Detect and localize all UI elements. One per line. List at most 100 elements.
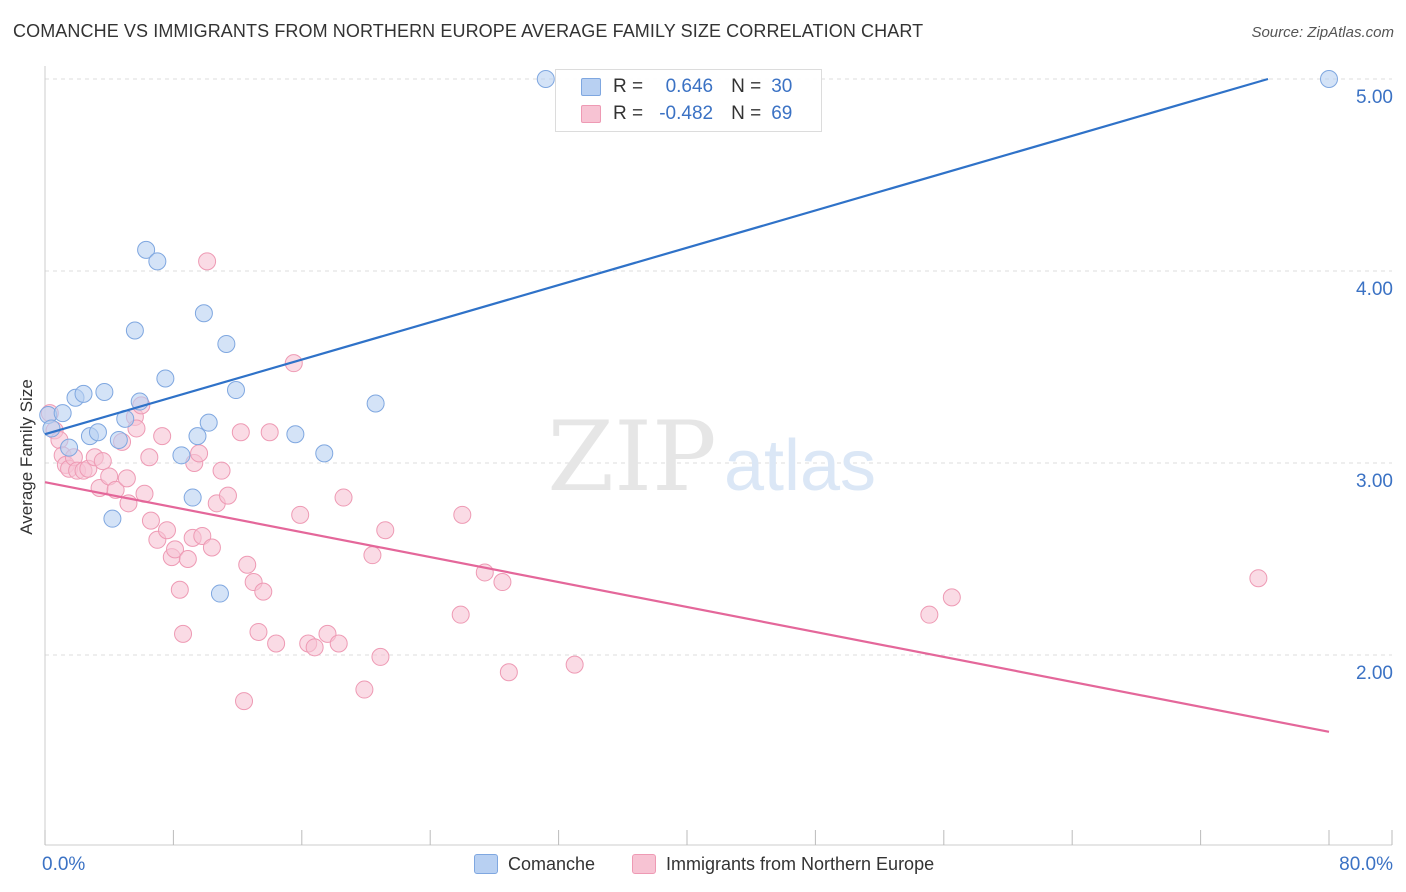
comanche-point (88, 423, 107, 442)
comanche-point (286, 425, 305, 444)
immigrants-point (93, 452, 112, 471)
y-tick-label: 4.00 (1356, 279, 1393, 300)
comanche-r-value: 0.646 (665, 76, 714, 97)
y-axis-label: Average Family Size (17, 379, 36, 535)
comanche-point (183, 488, 202, 507)
y-tick-label: 5.00 (1356, 87, 1393, 108)
immigrants-trend-line (44, 481, 1330, 733)
immigrants-point (565, 655, 584, 674)
immigrants-point (254, 582, 273, 601)
comanche-point (199, 413, 218, 432)
comanche-trend-line (44, 77, 1269, 436)
comanche-point (53, 404, 72, 423)
immigrants-point (249, 622, 268, 641)
x-tick-label: 80.0% (1339, 854, 1393, 875)
bottom-legend-comanche: Comanche (474, 852, 595, 876)
comanche-legend-swatch (474, 854, 498, 874)
immigrants-r-value: -0.482 (659, 103, 714, 124)
comanche-point (148, 252, 167, 271)
immigrants-legend-label: Immigrants from Northern Europe (666, 853, 935, 874)
immigrants-point (329, 634, 348, 653)
immigrants-point (363, 546, 382, 565)
comanche-point (1320, 70, 1338, 88)
comanche-n-value: 30 (771, 76, 793, 97)
comanche-point (137, 240, 156, 259)
immigrants-point (493, 573, 512, 592)
bottom-legend-immigrants: Immigrants from Northern Europe (632, 852, 934, 876)
comanche-point (156, 369, 175, 388)
y-tick-label: 2.00 (1356, 663, 1393, 684)
comanche-point (315, 444, 334, 463)
immigrants-point (218, 486, 237, 505)
comanche-point (536, 70, 555, 88)
immigrants-point (193, 526, 212, 545)
n-label: N = (731, 76, 762, 97)
grid-lines (45, 78, 1392, 656)
comanche-point (226, 381, 245, 400)
axes (44, 66, 1393, 846)
immigrants-point (117, 469, 136, 488)
immigrants-point (334, 488, 353, 507)
comanche-point (103, 509, 122, 528)
immigrants-point (170, 580, 189, 599)
immigrants-point (284, 354, 303, 373)
watermark-zip: ZIP (547, 401, 716, 513)
immigrants-point (202, 538, 221, 557)
y-tick-label: 3.00 (1356, 471, 1393, 492)
chart-title: COMANCHE VS IMMIGRANTS FROM NORTHERN EUR… (13, 21, 924, 41)
immigrants-point (267, 634, 286, 653)
comanche-point (109, 430, 128, 449)
immigrants-point (305, 638, 324, 657)
immigrants-point (157, 521, 176, 540)
comanche-point (210, 584, 229, 603)
comanche-swatch (581, 78, 601, 96)
immigrants-point (140, 448, 159, 467)
immigrants-point (235, 692, 254, 711)
comanche-point (74, 384, 93, 403)
immigrants-point (1249, 569, 1268, 588)
source-label: Source: ZipAtlas.com (1251, 24, 1394, 41)
data-points (39, 70, 1338, 711)
immigrants-point (376, 521, 395, 540)
immigrants-point (451, 605, 470, 624)
immigrants-n-value: 69 (771, 103, 793, 124)
r-label: R = (613, 76, 644, 97)
immigrants-point (920, 605, 939, 624)
immigrants-point (291, 505, 310, 524)
immigrants-point (153, 427, 172, 446)
immigrants-point (141, 511, 160, 530)
immigrants-point (198, 252, 217, 271)
immigrants-point (499, 663, 518, 682)
r-label: R = (613, 103, 644, 124)
immigrants-point (178, 550, 197, 568)
immigrants-point (238, 555, 257, 574)
comanche-point (188, 427, 207, 446)
immigrants-point (260, 423, 279, 442)
comanche-point (95, 382, 114, 401)
immigrants-point (371, 647, 390, 666)
comanche-point (217, 334, 236, 353)
immigrants-point (166, 540, 185, 559)
tick-labels: 2.00 3.00 4.00 5.00 0.0% 80.0% (42, 87, 1393, 875)
comanche-point (60, 438, 79, 457)
immigrants-point (942, 588, 961, 607)
trend-lines (44, 77, 1330, 733)
comanche-point (125, 321, 144, 340)
watermark-atlas: atlas (724, 426, 876, 506)
comanche-legend-label: Comanche (508, 853, 596, 874)
legend-row-comanche: R = 0.646 N = 30 (581, 75, 792, 99)
immigrants-point (212, 461, 231, 480)
x-tick-label: 0.0% (42, 854, 85, 875)
correlation-legend: R = 0.646 N = 30 R = -0.482 N = 69 (555, 69, 822, 132)
comanche-point (172, 446, 191, 465)
immigrants-legend-swatch (632, 854, 656, 874)
watermark: ZIP atlas (547, 401, 876, 513)
comanche-point (366, 394, 385, 413)
immigrants-point (190, 444, 209, 463)
n-label: N = (731, 103, 762, 124)
immigrants-point (355, 680, 374, 699)
comanche-point (194, 304, 213, 323)
immigrants-swatch (581, 105, 601, 123)
immigrants-point (453, 505, 472, 524)
